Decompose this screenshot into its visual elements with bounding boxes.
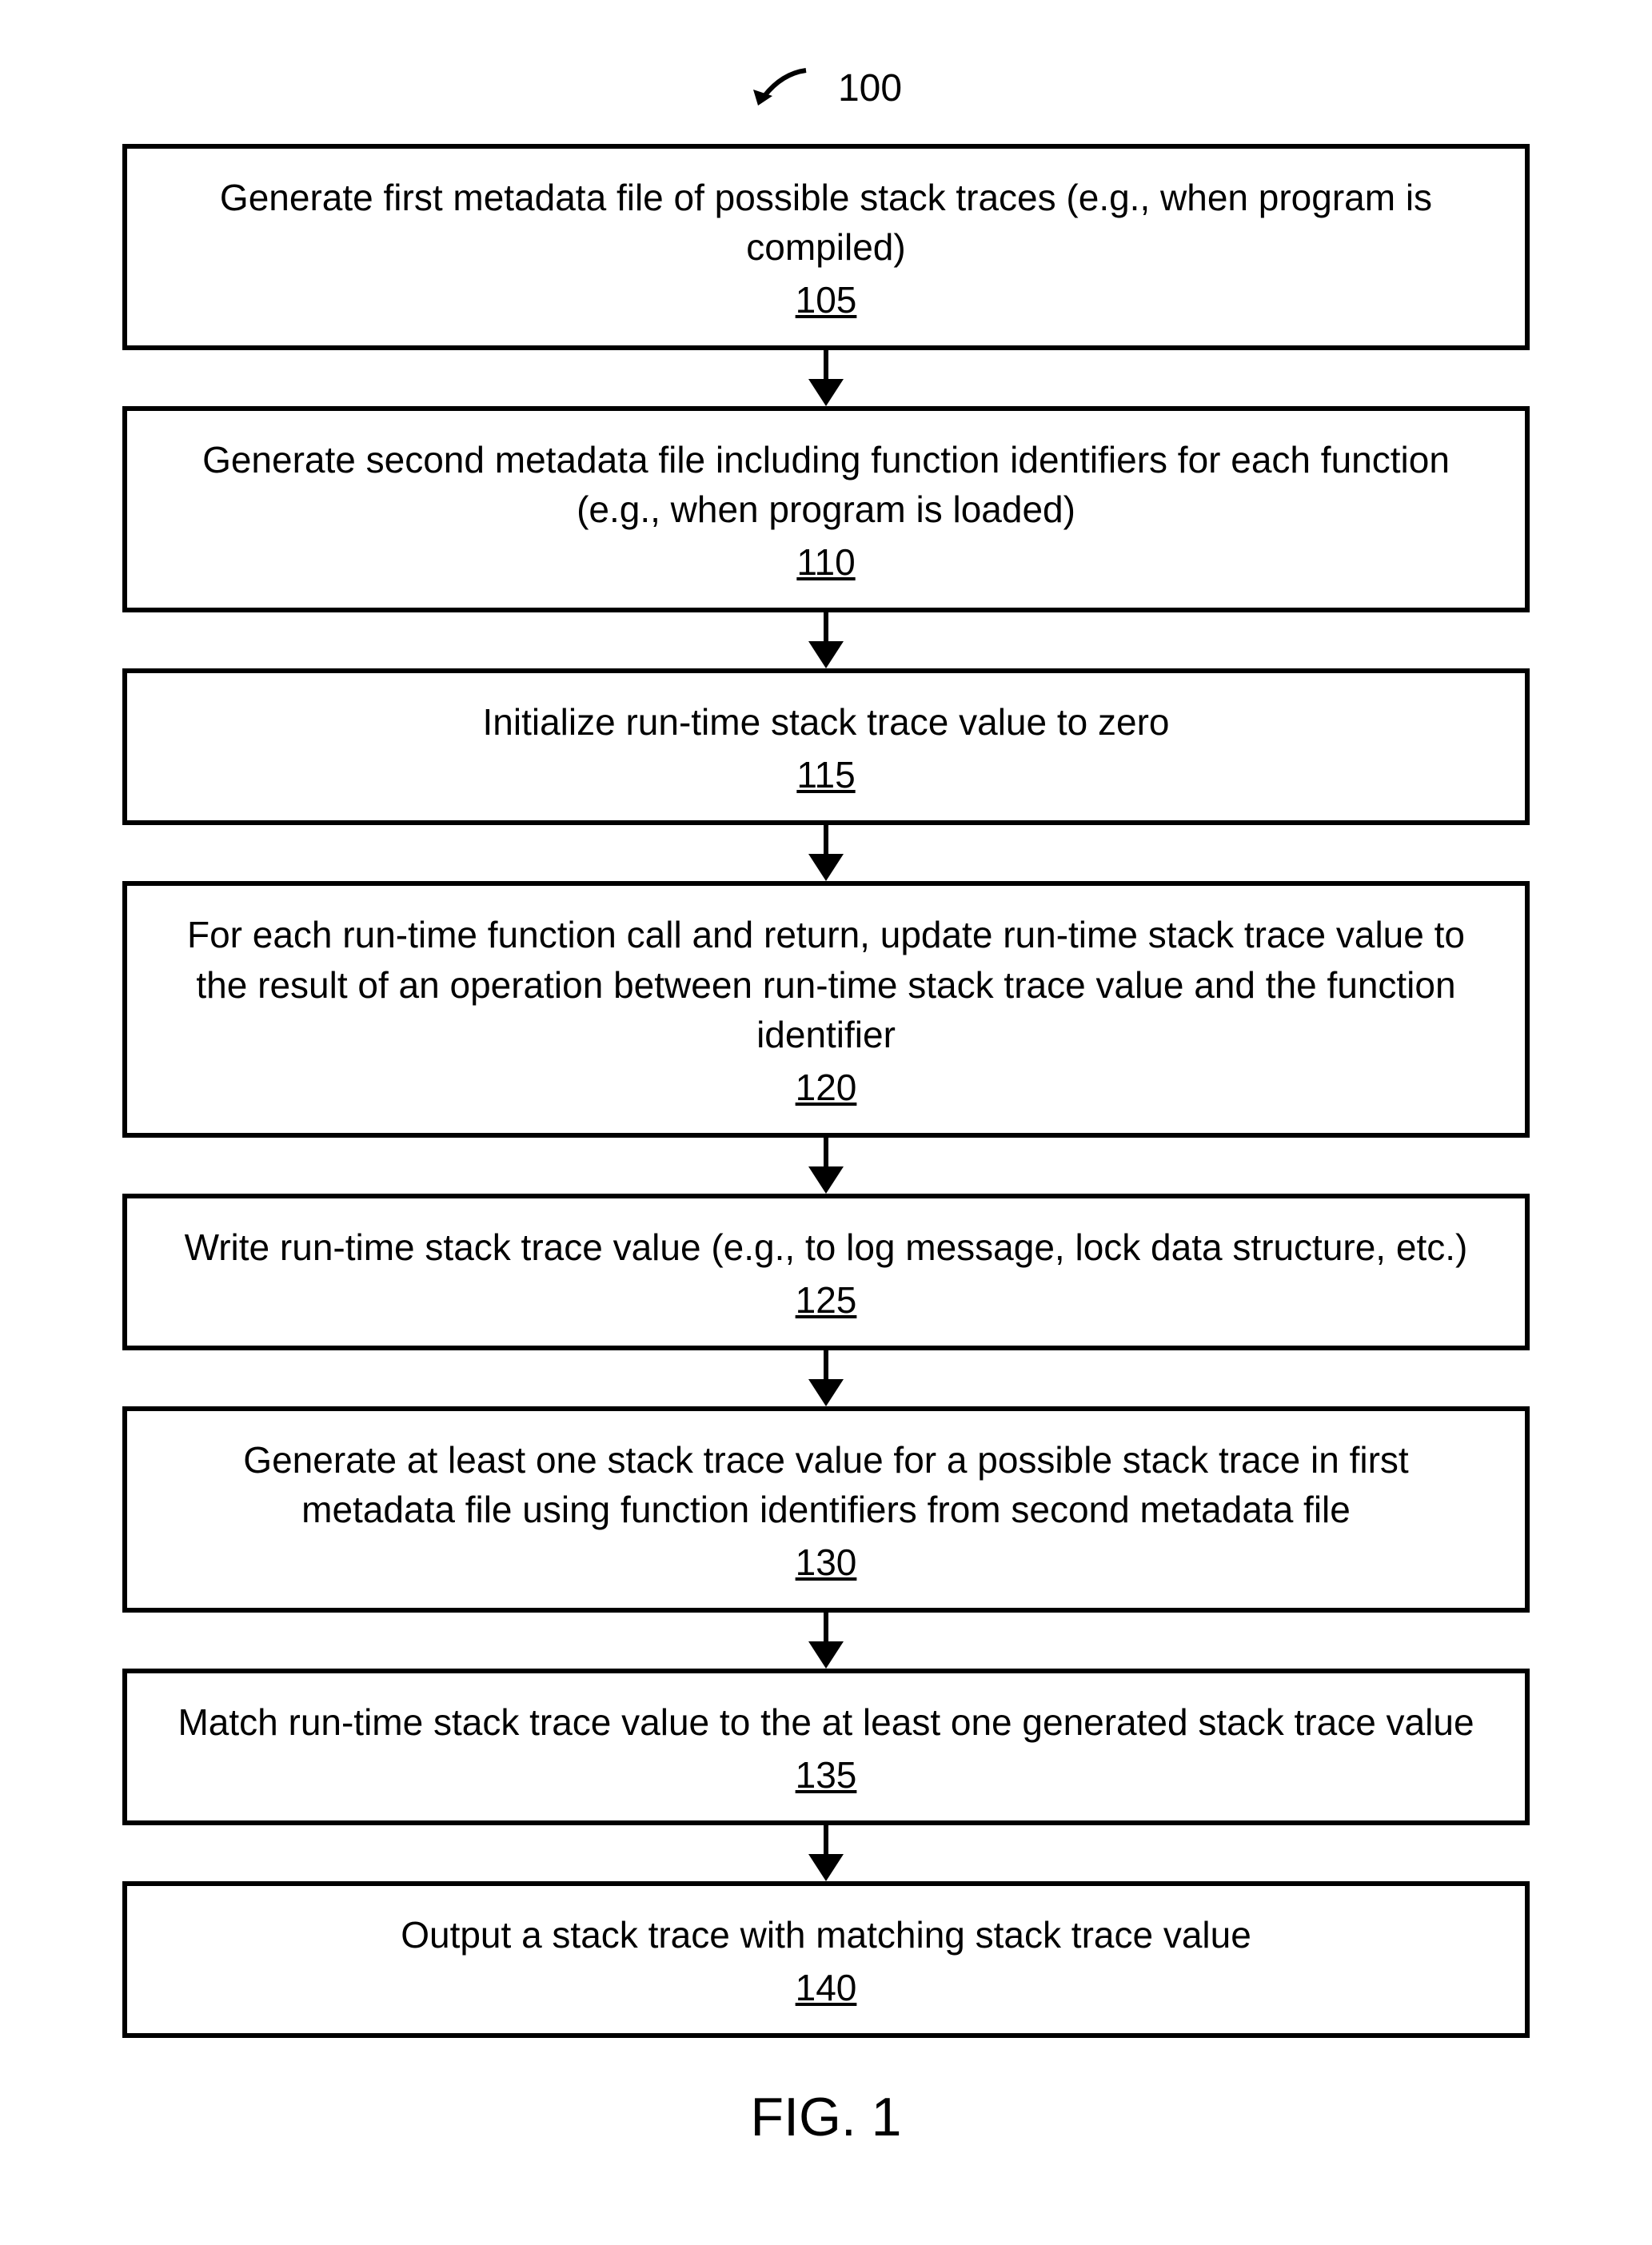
- node-ref: 105: [175, 278, 1477, 321]
- flow-node-105: Generate first metadata file of possible…: [122, 144, 1530, 350]
- node-ref: 115: [175, 753, 1477, 796]
- arrow-line-icon: [824, 350, 828, 379]
- arrow-line-icon: [824, 1138, 828, 1166]
- node-ref: 140: [175, 1966, 1477, 2009]
- node-ref: 130: [175, 1541, 1477, 1584]
- arrow-head-icon: [808, 641, 844, 668]
- figure-caption: FIG. 1: [751, 2086, 902, 2148]
- flow-node-130: Generate at least one stack trace value …: [122, 1406, 1530, 1613]
- node-ref: 135: [175, 1753, 1477, 1796]
- node-text: Initialize run-time stack trace value to…: [175, 697, 1477, 747]
- arrow-connector: [808, 1613, 844, 1669]
- node-text: Generate first metadata file of possible…: [175, 173, 1477, 272]
- node-text: Output a stack trace with matching stack…: [175, 1910, 1477, 1960]
- arrow-head-icon: [808, 1854, 844, 1881]
- node-text: Generate at least one stack trace value …: [175, 1435, 1477, 1534]
- flow-node-115: Initialize run-time stack trace value to…: [122, 668, 1530, 825]
- arrow-connector: [808, 1825, 844, 1881]
- node-text: Generate second metadata file including …: [175, 435, 1477, 534]
- header-annotation: 100: [80, 64, 1572, 112]
- arrow-connector: [808, 825, 844, 881]
- flowchart-container: 100 Generate first metadata file of poss…: [80, 64, 1572, 2148]
- diagram-ref-label: 100: [838, 66, 902, 110]
- arrow-head-icon: [808, 379, 844, 406]
- flow-node-135: Match run-time stack trace value to the …: [122, 1669, 1530, 1825]
- node-text: Write run-time stack trace value (e.g., …: [175, 1222, 1477, 1272]
- arrow-head-icon: [808, 854, 844, 881]
- arrow-line-icon: [824, 825, 828, 854]
- node-ref: 125: [175, 1278, 1477, 1322]
- flow-node-110: Generate second metadata file including …: [122, 406, 1530, 612]
- node-ref: 120: [175, 1066, 1477, 1109]
- curved-arrow-icon: [750, 64, 814, 112]
- arrow-line-icon: [824, 612, 828, 641]
- flow-node-125: Write run-time stack trace value (e.g., …: [122, 1194, 1530, 1350]
- arrow-connector: [808, 1350, 844, 1406]
- arrow-line-icon: [824, 1613, 828, 1641]
- arrow-head-icon: [808, 1166, 844, 1194]
- arrow-connector: [808, 1138, 844, 1194]
- arrow-line-icon: [824, 1350, 828, 1379]
- flow-node-120: For each run-time function call and retu…: [122, 881, 1530, 1137]
- flow-node-140: Output a stack trace with matching stack…: [122, 1881, 1530, 2038]
- arrow-connector: [808, 612, 844, 668]
- arrow-line-icon: [824, 1825, 828, 1854]
- node-text: For each run-time function call and retu…: [175, 910, 1477, 1059]
- arrow-connector: [808, 350, 844, 406]
- node-text: Match run-time stack trace value to the …: [175, 1697, 1477, 1747]
- node-ref: 110: [175, 540, 1477, 584]
- arrow-head-icon: [808, 1641, 844, 1669]
- arrow-head-icon: [808, 1379, 844, 1406]
